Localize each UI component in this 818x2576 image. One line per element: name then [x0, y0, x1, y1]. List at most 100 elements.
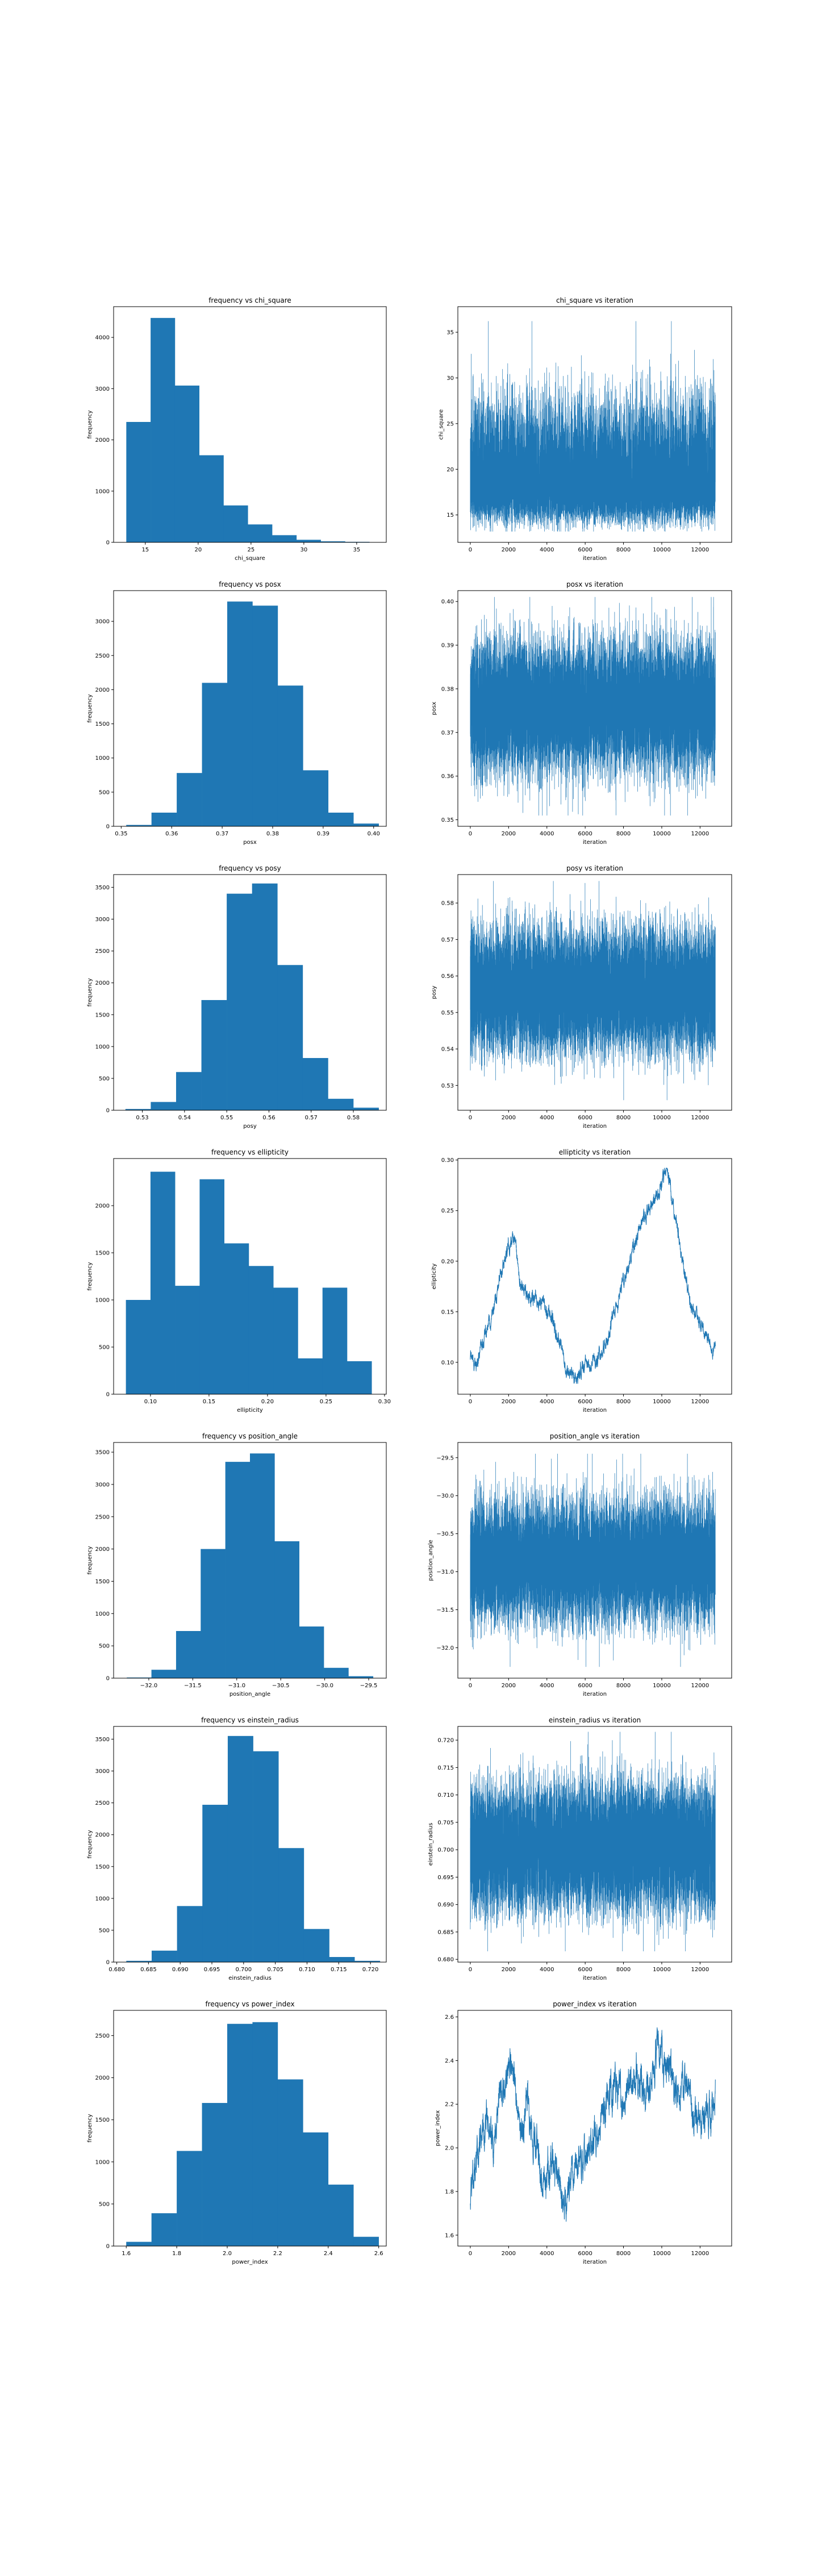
x-axis-label: iteration — [583, 1123, 607, 1130]
x-tick-label: 10000 — [653, 547, 671, 553]
x-tick-label: 12000 — [691, 1399, 709, 1405]
x-tick-label: 2.0 — [223, 2251, 232, 2257]
histogram-bar — [126, 421, 151, 542]
histogram-bar — [322, 1287, 348, 1394]
histogram-bar — [296, 540, 321, 542]
x-axis: 0 2000 4000 6000 8000 10000 12000 — [469, 1110, 709, 1121]
y-tick-label: 1.8 — [445, 2189, 454, 2195]
x-axis-label: power_index — [232, 2259, 268, 2265]
x-tick-label: 0.25 — [320, 1399, 332, 1405]
subplot-12: 0 2000 4000 6000 8000 10000 120000.6800.6850.6… — [428, 1716, 732, 1981]
histogram-bar — [177, 2151, 202, 2246]
y-tick-label: 500 — [99, 1345, 110, 1351]
x-axis: 0 2000 4000 6000 8000 10000 12000 — [469, 542, 709, 553]
x-tick-label: 4000 — [540, 1115, 554, 1121]
x-axis: −32.0 −31.5 −31.0 −30.5 −30.0 −29.5 — [140, 1678, 377, 1689]
axes-frame — [113, 2010, 387, 2247]
x-tick-label: 0 — [469, 1399, 472, 1405]
y-tick-label: 3000 — [95, 619, 110, 625]
histogram-bar — [273, 1287, 298, 1394]
y-tick-label: 2000 — [95, 1203, 110, 1210]
histogram-bar — [174, 385, 199, 542]
y-tick-label: 500 — [99, 1644, 110, 1650]
chart-title: position_angle vs iteration — [550, 1432, 640, 1440]
y-tick-label: 0.40 — [441, 599, 454, 605]
histogram-bar — [277, 685, 303, 826]
x-tick-label: 4000 — [540, 1399, 554, 1405]
x-tick-label: 6000 — [578, 831, 592, 837]
y-tick-label: 0.715 — [437, 1765, 454, 1771]
x-tick-label: 8000 — [616, 1967, 631, 1973]
plot-area — [470, 321, 716, 532]
x-axis: 0.680 0.685 0.690 0.695 0.700 0.705 0.710 0.715… — [108, 1962, 378, 1973]
x-tick-label: 0.695 — [204, 1967, 220, 1973]
y-tick-label: 4000 — [95, 335, 110, 341]
plot-area — [470, 881, 716, 1101]
histogram-bar — [199, 455, 224, 542]
x-axis: 1.6 1.8 2.0 2.2 2.4 2.6 — [122, 2246, 383, 2257]
x-tick-label: 12000 — [691, 547, 709, 553]
y-tick-label: 1500 — [95, 1864, 110, 1870]
y-tick-label: 0.53 — [441, 1083, 454, 1089]
y-tick-label: 1500 — [95, 721, 110, 727]
x-tick-label: 2000 — [502, 1683, 516, 1689]
y-axis: 0 500 1000 1500 2000 2500 3000 3500 — [95, 885, 114, 1114]
trace-line — [470, 881, 716, 1101]
y-axis: −32.0 −31.5 −31.0 −30.5 −30.0 −29.5 — [436, 1455, 458, 1651]
y-axis-label: einstein_radius — [428, 1823, 434, 1866]
histogram-bar — [252, 605, 278, 826]
axes-frame — [113, 874, 387, 1111]
y-axis: 0.53 0.54 0.55 0.56 0.57 0.58 — [441, 901, 458, 1089]
x-tick-label: 10000 — [653, 1683, 671, 1689]
x-axis: 0 2000 4000 6000 8000 10000 12000 — [469, 1678, 709, 1689]
y-axis-label: chi_square — [439, 409, 445, 440]
x-tick-label: 0.35 — [115, 831, 127, 837]
axes-frame — [457, 306, 732, 543]
axes-frame — [457, 1158, 732, 1395]
y-tick-label: 2000 — [95, 687, 110, 693]
x-tick-label: 2000 — [502, 831, 516, 837]
y-axis-label: posy — [431, 986, 437, 1000]
y-tick-label: 0 — [106, 540, 110, 546]
x-tick-label: 8000 — [616, 1115, 631, 1121]
y-tick-label: 500 — [99, 2201, 110, 2207]
x-tick-label: 0.20 — [261, 1399, 274, 1405]
trace-line — [470, 2027, 716, 2222]
plot-area — [470, 1168, 716, 1384]
x-tick-label: 4000 — [540, 1967, 554, 1973]
x-tick-label: 6000 — [578, 1115, 592, 1121]
chart-title: frequency vs ellipticity — [211, 1148, 289, 1156]
x-tick-label: 4000 — [540, 1683, 554, 1689]
x-axis-label: iteration — [583, 1407, 607, 1414]
x-axis: 15 20 25 30 35 — [141, 542, 360, 553]
chart-title: frequency vs power_index — [205, 2000, 294, 2008]
y-tick-label: 0.56 — [441, 973, 454, 980]
chart-title: ellipticity vs iteration — [559, 1148, 631, 1156]
y-tick-label: 3500 — [95, 1737, 110, 1743]
y-axis-label: frequency — [87, 410, 93, 438]
y-tick-label: 0 — [106, 824, 110, 830]
x-tick-label: 0.30 — [378, 1399, 391, 1405]
x-tick-label: 2000 — [502, 1967, 516, 1973]
y-axis-label: frequency — [87, 1262, 93, 1290]
y-tick-label: −31.0 — [436, 1569, 454, 1575]
y-tick-label: 0.705 — [437, 1820, 454, 1826]
histogram-bar — [347, 1361, 372, 1394]
histogram-bar — [353, 1107, 379, 1110]
y-tick-label: 0.57 — [441, 937, 454, 943]
x-tick-label: 0 — [469, 1683, 472, 1689]
histogram-bar — [227, 893, 253, 1110]
y-tick-label: 0.37 — [441, 730, 454, 736]
histogram-bar — [177, 773, 202, 826]
histogram-bar — [303, 2132, 329, 2246]
y-tick-label: 3000 — [95, 386, 110, 392]
x-tick-label: 8000 — [616, 2251, 631, 2257]
y-tick-label: 2000 — [95, 1546, 110, 1553]
y-tick-label: 0.55 — [441, 1010, 454, 1016]
histogram-bar — [348, 1676, 374, 1678]
chart-title: frequency vs einstein_radius — [201, 1716, 299, 1724]
x-axis: 0 2000 4000 6000 8000 10000 12000 — [469, 1394, 709, 1405]
y-axis-label: frequency — [87, 978, 93, 1006]
axes-frame — [457, 1442, 732, 1679]
axes-frame — [113, 590, 387, 827]
